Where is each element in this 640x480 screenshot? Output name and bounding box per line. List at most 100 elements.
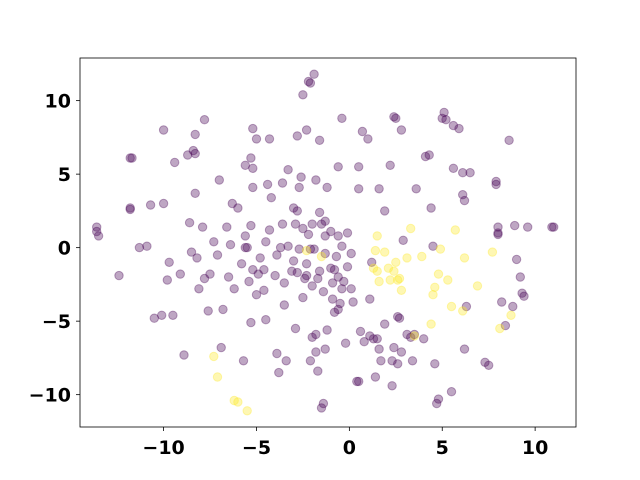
- scatter-point: [318, 287, 329, 297]
- scatter-point: [212, 250, 223, 260]
- scatter-point: [225, 240, 236, 250]
- scatter-point: [393, 275, 403, 285]
- scatter-point: [333, 162, 343, 172]
- scatter-point: [279, 300, 289, 310]
- y-tick-label: 10: [45, 91, 71, 113]
- scatter-point: [459, 344, 470, 354]
- scatter-point: [426, 319, 436, 329]
- scatter-point: [277, 178, 288, 188]
- scatter-point: [114, 270, 124, 281]
- scatter-point: [443, 275, 453, 285]
- scatter-point: [261, 237, 271, 247]
- scatter-point: [389, 342, 399, 353]
- scatter-point: [506, 310, 516, 320]
- scatter-point: [327, 278, 338, 288]
- x-tick-label: 10: [522, 437, 548, 459]
- scatter-point: [303, 76, 314, 87]
- y-tick-label: 5: [58, 164, 71, 186]
- scatter-point: [251, 134, 262, 144]
- scatter-point: [433, 269, 444, 279]
- scatter-point: [491, 179, 501, 190]
- scatter-point: [372, 266, 382, 276]
- scatter-point: [255, 253, 265, 263]
- scatter-point: [510, 220, 520, 231]
- scatter-point: [515, 272, 525, 282]
- scatter-point: [236, 259, 247, 269]
- scatter-point: [511, 254, 522, 265]
- scatter-point: [406, 223, 416, 234]
- scatter-point: [337, 284, 347, 294]
- scatter-point: [307, 281, 317, 291]
- scatter-point: [194, 284, 204, 294]
- scatter-point: [417, 251, 427, 262]
- scatter-point: [292, 206, 302, 216]
- scatter-point: [368, 263, 379, 273]
- scatter-point: [491, 176, 501, 187]
- scatter-point: [409, 331, 420, 341]
- scatter-point: [240, 242, 251, 253]
- scatter-point: [472, 281, 483, 291]
- scatter-point: [383, 263, 394, 273]
- scatter-point: [275, 242, 286, 253]
- scatter-point: [329, 265, 340, 275]
- scatter-point: [446, 301, 457, 312]
- scatter-point: [316, 403, 327, 413]
- plot-frame: [79, 57, 577, 428]
- scatter-point: [376, 356, 386, 366]
- scatter-point: [333, 231, 343, 241]
- scatter-point: [320, 216, 330, 226]
- scatter-point: [158, 125, 169, 135]
- scatter-point: [394, 313, 405, 323]
- scatter-point: [441, 115, 451, 125]
- scatter-point: [294, 244, 304, 254]
- scatter-point: [428, 241, 438, 251]
- scatter-point: [337, 241, 347, 251]
- scatter-point: [229, 284, 239, 294]
- y-axis: −10 −5 0 5 10: [29, 91, 80, 407]
- scatter-point: [430, 359, 440, 369]
- scatter-point: [233, 397, 243, 407]
- scatter-point: [264, 225, 275, 235]
- scatter-point: [458, 190, 468, 200]
- scatter-point: [365, 331, 375, 341]
- scatter-point: [407, 356, 418, 366]
- scatter-point: [433, 394, 444, 404]
- scatter-point: [365, 294, 375, 304]
- scatter-point: [212, 372, 223, 382]
- scatter-point: [396, 285, 407, 295]
- scatter-point: [125, 153, 135, 163]
- scatter-point: [259, 265, 269, 275]
- scatter-point: [420, 151, 431, 162]
- scatter-point: [222, 222, 232, 232]
- scatter-point: [305, 244, 316, 254]
- scatter-point: [311, 329, 321, 340]
- scatter-point: [266, 193, 276, 203]
- scatter-point: [218, 304, 228, 315]
- scatter-point: [125, 203, 135, 213]
- scatter-point: [188, 145, 199, 156]
- scatter-point: [248, 182, 258, 193]
- scatter-point: [199, 273, 210, 284]
- scatter-point: [346, 248, 356, 259]
- scatter-point: [157, 310, 167, 320]
- scatter-point: [216, 342, 226, 353]
- scatter-point: [385, 160, 395, 171]
- scatter-point: [493, 229, 503, 240]
- scatter-point: [301, 270, 312, 281]
- x-tick-label: 0: [343, 437, 356, 459]
- scatter-point: [519, 291, 529, 301]
- scatter-point: [459, 195, 470, 206]
- scatter-point: [179, 350, 189, 360]
- scatter-point: [259, 285, 269, 295]
- scatter-point: [238, 356, 249, 366]
- scatter-point: [389, 266, 399, 276]
- scatter-point: [446, 387, 457, 397]
- scatter-point: [333, 272, 343, 282]
- scatter-point: [248, 163, 258, 174]
- scatter-point: [162, 275, 173, 285]
- scatter-point: [450, 225, 460, 235]
- scatter-point: [205, 269, 215, 279]
- scatter-point: [326, 263, 336, 273]
- scatter-point: [313, 366, 323, 376]
- scatter-point: [517, 288, 527, 298]
